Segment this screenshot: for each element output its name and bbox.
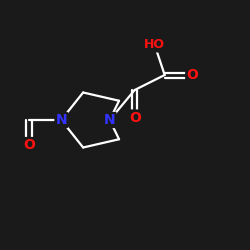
Text: N: N (56, 113, 67, 127)
Text: O: O (23, 138, 35, 152)
Text: N: N (104, 113, 116, 127)
Text: O: O (129, 110, 140, 124)
Text: HO: HO (144, 38, 165, 52)
Text: O: O (186, 68, 198, 82)
